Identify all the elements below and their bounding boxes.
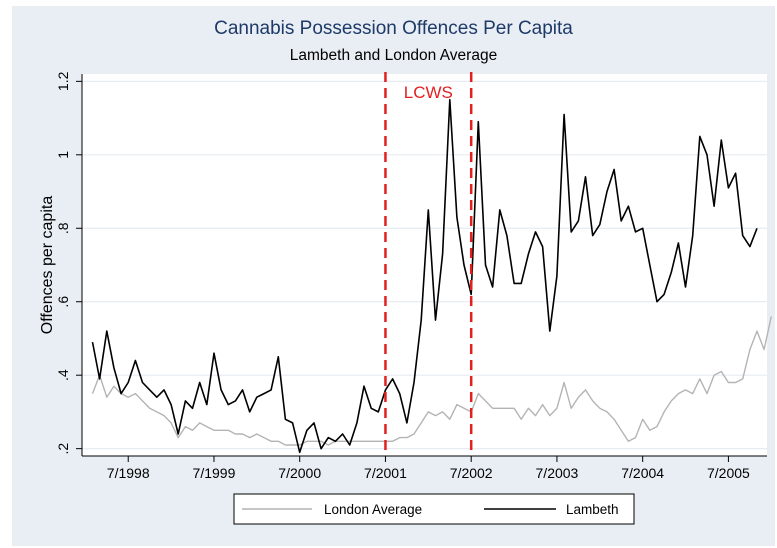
x-tick-label: 7/2002 bbox=[450, 465, 493, 481]
annotation-lcws: LCWS bbox=[404, 83, 453, 102]
y-tick-label: .2 bbox=[55, 443, 71, 455]
x-tick-label: 7/2000 bbox=[278, 465, 321, 481]
x-tick-label: 7/2005 bbox=[707, 465, 750, 481]
y-tick-label: 1 bbox=[55, 151, 71, 159]
x-tick-label: 7/2003 bbox=[536, 465, 579, 481]
y-tick-label: .4 bbox=[55, 369, 71, 381]
x-tick-label: 7/1998 bbox=[107, 465, 150, 481]
legend-label-lambeth: Lambeth bbox=[566, 502, 619, 517]
y-axis-title: Offences per capita bbox=[39, 196, 56, 335]
y-tick-label: .8 bbox=[55, 222, 71, 234]
x-tick-label: 7/1999 bbox=[193, 465, 236, 481]
y-tick-label: 1.2 bbox=[55, 71, 71, 91]
legend-label-london-average: London Average bbox=[324, 502, 422, 517]
chart-frame: Cannabis Possession Offences Per Capita … bbox=[12, 6, 775, 546]
x-tick-label: 7/2004 bbox=[621, 465, 664, 481]
series-line-lambeth bbox=[91, 98, 758, 454]
chart-title: Cannabis Possession Offences Per Capita bbox=[214, 18, 573, 39]
x-tick-label: 7/2001 bbox=[364, 465, 407, 481]
chart-subtitle: Lambeth and London Average bbox=[289, 47, 498, 64]
y-tick-label: .6 bbox=[55, 296, 71, 308]
line-chart: .2 .4 .6 .8 1 1.2 7/1998 7/1999 7/2000 7/2001 7/20… bbox=[39, 71, 772, 525]
series-line-london-average bbox=[91, 316, 772, 446]
